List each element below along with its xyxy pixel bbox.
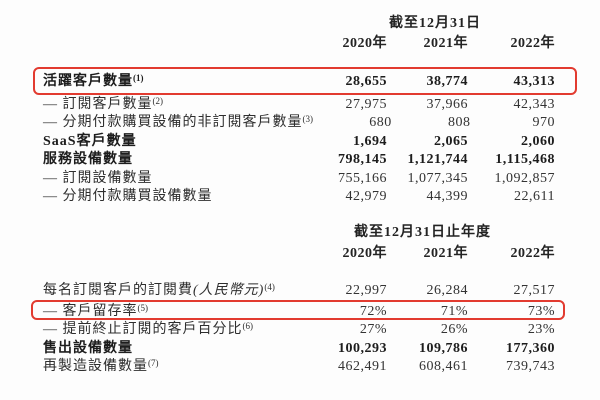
table-row-saas-customers: SaaS客戶數量 1,694 2,065 2,060 bbox=[0, 133, 600, 152]
value-2020: 22,997 bbox=[345, 282, 387, 298]
value-2022: 2,060 bbox=[521, 133, 555, 149]
row-label-text: 每名訂閱客戶的訂閱費 bbox=[43, 282, 193, 298]
row-label: SaaS客戶數量 bbox=[0, 133, 306, 152]
table-row-installment-devices: — 分期付款購買設備數量 42,979 44,399 22,611 bbox=[0, 188, 600, 207]
year-column-2022: 2022年 bbox=[510, 246, 555, 261]
value-2022: 27,517 bbox=[513, 282, 555, 298]
value-2020: 798,145 bbox=[338, 152, 387, 167]
row-label-text: — 分期付款購買設備數量 bbox=[43, 189, 213, 204]
period-header-1: 截至12月31日 bbox=[389, 16, 481, 31]
row-label: — 客戶留存率(5) bbox=[0, 303, 306, 322]
footnote-marker: (3) bbox=[302, 114, 314, 124]
year-column-2021: 2021年 bbox=[423, 246, 468, 261]
value-2022: 22,611 bbox=[514, 189, 555, 204]
table-row-installment-nonsub-customers: — 分期付款購買設備的非訂閱客戶數量(3) 680 808 970 bbox=[0, 114, 600, 133]
value-2021: 38,774 bbox=[426, 74, 468, 89]
value-2020: 755,166 bbox=[338, 170, 387, 186]
value-2022: 42,343 bbox=[513, 96, 555, 112]
row-label-text: 再製造設備數量 bbox=[43, 359, 148, 374]
row-label: 售出設備數量 bbox=[0, 340, 306, 359]
footnote-marker: (5) bbox=[137, 302, 149, 313]
footnote-marker: (2) bbox=[152, 95, 164, 106]
year-column-2020: 2020年 bbox=[342, 36, 387, 51]
row-label: — 訂閱設備數量 bbox=[0, 170, 306, 189]
value-2021: 44,399 bbox=[426, 189, 468, 204]
row-label-text: SaaS客戶數量 bbox=[43, 133, 137, 149]
value-2022: 1,115,468 bbox=[495, 152, 555, 167]
value-2020: 28,655 bbox=[345, 74, 387, 89]
value-2020: 462,491 bbox=[338, 359, 387, 374]
row-label: — 分期付款購買設備數量 bbox=[0, 188, 306, 207]
footnote-marker: (1) bbox=[133, 73, 144, 83]
value-2022: 1,092,857 bbox=[494, 170, 555, 186]
row-label: 每名訂閱客戶的訂閱費(人民幣元)(4) bbox=[0, 282, 306, 301]
row-label-text: — 訂閱客戶數量 bbox=[43, 96, 153, 112]
value-2022: 739,743 bbox=[506, 359, 555, 374]
period-header-2: 截至12月31日止年度 bbox=[354, 225, 491, 240]
value-2021: 26,284 bbox=[426, 282, 468, 298]
row-label: — 提前終止訂閱的客戶百分比(6) bbox=[0, 321, 306, 340]
value-2021: 1,121,744 bbox=[407, 152, 468, 167]
value-2020: 27,975 bbox=[345, 96, 387, 112]
row-label-text: — 分期付款購買設備的非訂閱客戶數量 bbox=[43, 115, 303, 130]
row-label-text: 活躍客戶數量 bbox=[43, 74, 133, 89]
year-column-2022: 2022年 bbox=[510, 36, 555, 51]
value-2022: 43,313 bbox=[513, 74, 555, 89]
row-label-paren: (人民幣元) bbox=[193, 282, 265, 298]
table-row-early-termination-pct: — 提前終止訂閱的客戶百分比(6) 27% 26% 23% bbox=[0, 321, 600, 340]
row-label: — 分期付款購買設備的非訂閱客戶數量(3) bbox=[0, 114, 313, 133]
table-row-subscription-customers: — 訂閱客戶數量(2) 27,975 37,966 42,343 bbox=[0, 96, 600, 115]
table-row-subscription-devices: — 訂閱設備數量 755,166 1,077,345 1,092,857 bbox=[0, 170, 600, 189]
value-2022: 73% bbox=[527, 303, 555, 319]
value-2021: 26% bbox=[440, 322, 468, 337]
value-2022: 177,360 bbox=[506, 340, 555, 356]
year-column-2021: 2021年 bbox=[423, 36, 468, 51]
value-2021: 71% bbox=[440, 303, 468, 319]
row-label: 服務設備數量 bbox=[0, 151, 306, 170]
row-label-text: — 提前終止訂閱的客戶百分比 bbox=[43, 322, 243, 337]
year-column-2020: 2020年 bbox=[342, 246, 387, 261]
value-2021: 37,966 bbox=[426, 96, 468, 112]
year-header-row: 2020年 2021年 2022年 bbox=[0, 35, 600, 54]
value-2022: 23% bbox=[527, 322, 555, 337]
table-row-active-customers: 活躍客戶數量(1) 28,655 38,774 43,313 bbox=[0, 67, 600, 94]
row-label-text: — 客戶留存率 bbox=[43, 303, 138, 319]
table-section-2: 2020年 2021年 2022年 每名訂閱客戶的訂閱費(人民幣元)(4) 22… bbox=[0, 245, 600, 377]
value-2022: 970 bbox=[532, 115, 555, 130]
value-2020: 72% bbox=[359, 303, 387, 319]
footnote-marker: (6) bbox=[242, 321, 254, 331]
value-2020: 680 bbox=[369, 115, 392, 130]
table-section-1: 2020年 2021年 2022年 活躍客戶數量(1) 28,655 38,77… bbox=[0, 35, 600, 207]
table-row-devices-in-service: 服務設備數量 798,145 1,121,744 1,115,468 bbox=[0, 151, 600, 170]
row-label-text: 服務設備數量 bbox=[43, 152, 133, 167]
row-label-text: 售出設備數量 bbox=[43, 340, 133, 356]
footnote-marker: (7) bbox=[148, 358, 159, 368]
table-row-subscription-fee: 每名訂閱客戶的訂閱費(人民幣元)(4) 22,997 26,284 27,517 bbox=[0, 282, 600, 301]
value-2021: 1,077,345 bbox=[407, 170, 468, 186]
table-row-remanufactured-devices: 再製造設備數量(7) 462,491 608,461 739,743 bbox=[0, 358, 600, 377]
row-label: 再製造設備數量(7) bbox=[0, 358, 306, 377]
value-2020: 42,979 bbox=[345, 189, 387, 204]
value-2020: 1,694 bbox=[353, 133, 387, 149]
value-2020: 100,293 bbox=[338, 340, 387, 356]
row-label-text: — 訂閱設備數量 bbox=[43, 170, 153, 186]
value-2020: 27% bbox=[359, 322, 387, 337]
row-label: 活躍客戶數量(1) bbox=[0, 73, 306, 92]
value-2021: 2,065 bbox=[434, 133, 468, 149]
value-2021: 808 bbox=[447, 115, 471, 130]
value-2021: 109,786 bbox=[419, 340, 468, 356]
row-label: — 訂閱客戶數量(2) bbox=[0, 96, 306, 115]
year-header-row: 2020年 2021年 2022年 bbox=[0, 245, 600, 264]
footnote-marker: (4) bbox=[264, 281, 275, 292]
table-row-customer-retention-rate: — 客戶留存率(5) 72% 71% 73% bbox=[0, 299, 600, 322]
table-row-devices-sold: 售出設備數量 100,293 109,786 177,360 bbox=[0, 340, 600, 359]
value-2021: 608,461 bbox=[419, 359, 468, 374]
